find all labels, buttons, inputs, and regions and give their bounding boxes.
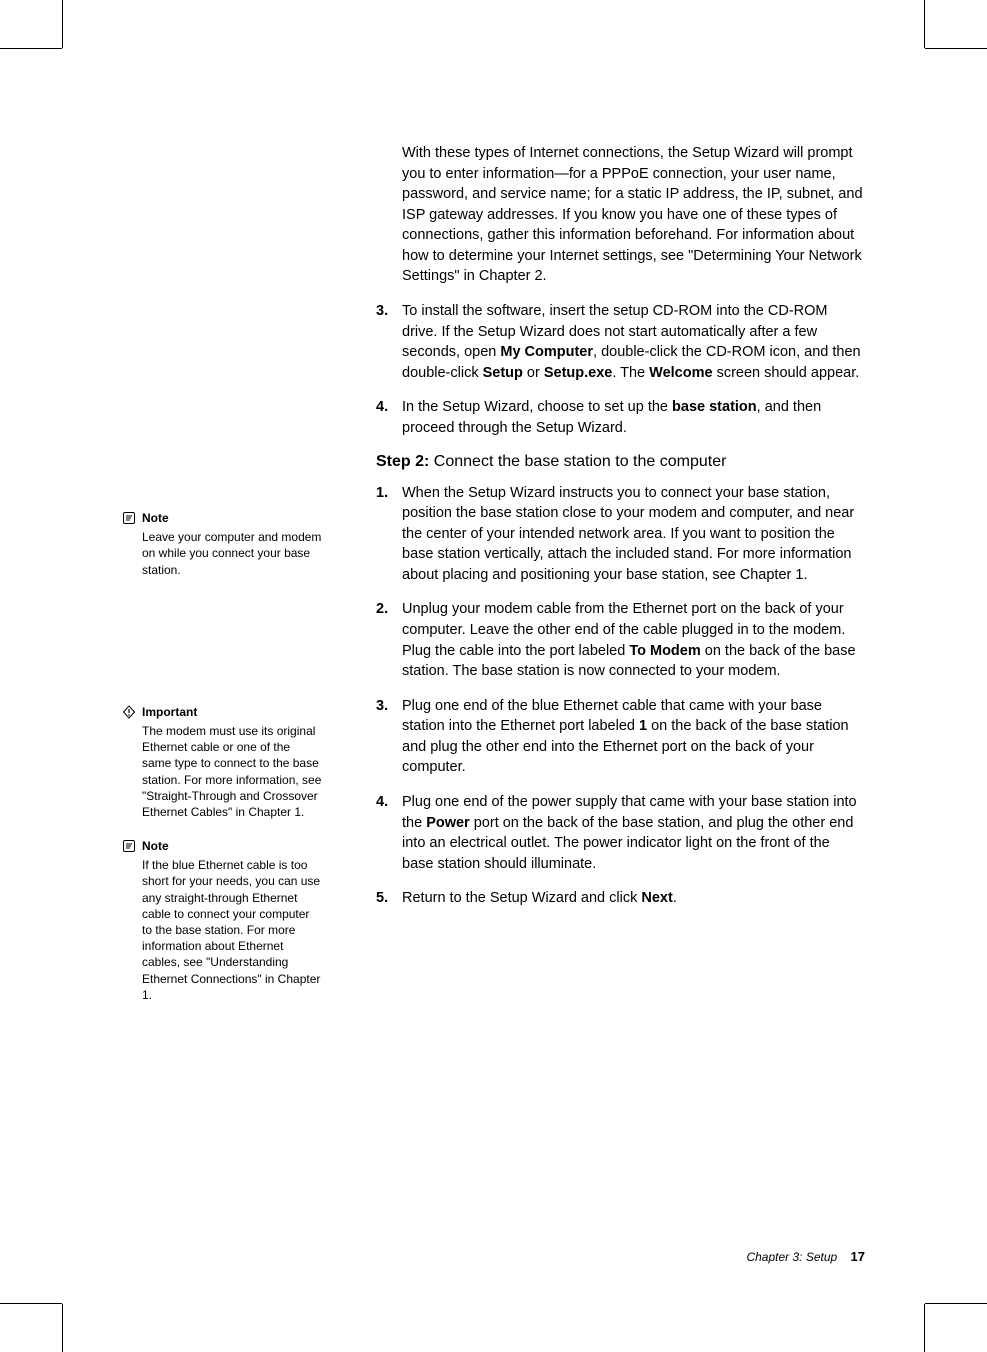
callout-body: The modem must use its original Ethernet… bbox=[122, 723, 322, 820]
list-item: 3. To install the software, insert the s… bbox=[350, 301, 865, 383]
crop-mark bbox=[62, 1304, 63, 1352]
page-footer: Chapter 3: Setup 17 bbox=[746, 1249, 865, 1264]
callout-header: Note bbox=[122, 838, 322, 854]
body-paragraph: With these types of Internet connections… bbox=[350, 143, 865, 287]
sidebar: Note Leave your computer and modem on wh… bbox=[122, 143, 322, 1021]
crop-mark bbox=[925, 48, 987, 49]
bold-text: My Computer bbox=[500, 344, 593, 360]
bold-text: base station bbox=[672, 399, 757, 415]
callout-title: Note bbox=[142, 838, 169, 854]
list-number: 2. bbox=[376, 599, 394, 681]
text: or bbox=[523, 365, 544, 381]
bold-text: To Modem bbox=[629, 643, 700, 659]
list-number: 4. bbox=[376, 792, 394, 874]
callout-title: Note bbox=[142, 510, 169, 526]
text: port on the back of the base station, an… bbox=[402, 815, 853, 872]
list-item: 2. Unplug your modem cable from the Ethe… bbox=[350, 599, 865, 681]
crop-mark bbox=[924, 0, 925, 48]
step-title: Connect the base station to the computer bbox=[429, 453, 726, 470]
list-item: 1. When the Setup Wizard instructs you t… bbox=[350, 483, 865, 586]
bold-text: Welcome bbox=[649, 365, 712, 381]
bold-text: Setup.exe bbox=[544, 365, 613, 381]
text: Return to the Setup Wizard and click bbox=[402, 890, 641, 906]
note-callout: Note If the blue Ethernet cable is too s… bbox=[122, 838, 322, 1003]
list-body: Plug one end of the blue Ethernet cable … bbox=[402, 696, 865, 778]
note-callout: Note Leave your computer and modem on wh… bbox=[122, 510, 322, 578]
crop-mark bbox=[62, 0, 63, 48]
important-icon bbox=[122, 705, 136, 719]
callout-body: If the blue Ethernet cable is too short … bbox=[122, 857, 322, 1003]
list-number: 5. bbox=[376, 888, 394, 909]
note-icon bbox=[122, 839, 136, 853]
list-number: 4. bbox=[376, 397, 394, 438]
two-column-layout: Note Leave your computer and modem on wh… bbox=[122, 143, 865, 1021]
text: . The bbox=[612, 365, 649, 381]
note-icon bbox=[122, 511, 136, 525]
list-item: 4. Plug one end of the power supply that… bbox=[350, 792, 865, 874]
crop-mark bbox=[925, 1303, 987, 1304]
page-content: Note Leave your computer and modem on wh… bbox=[62, 48, 925, 1304]
list-body: In the Setup Wizard, choose to set up th… bbox=[402, 397, 865, 438]
list-body: When the Setup Wizard instructs you to c… bbox=[402, 483, 865, 586]
callout-body: Leave your computer and modem on while y… bbox=[122, 529, 322, 578]
bold-text: Power bbox=[426, 815, 470, 831]
crop-mark bbox=[924, 1304, 925, 1352]
crop-mark bbox=[0, 1303, 62, 1304]
list-body: Return to the Setup Wizard and click Nex… bbox=[402, 888, 865, 909]
list-body: Plug one end of the power supply that ca… bbox=[402, 792, 865, 874]
page-number: 17 bbox=[851, 1249, 865, 1264]
callout-header: Important bbox=[122, 704, 322, 720]
list-number: 3. bbox=[376, 696, 394, 778]
callout-title: Important bbox=[142, 704, 197, 720]
list-item: 5. Return to the Setup Wizard and click … bbox=[350, 888, 865, 909]
callout-header: Note bbox=[122, 510, 322, 526]
list-body: Unplug your modem cable from the Etherne… bbox=[402, 599, 865, 681]
important-callout: Important The modem must use its origina… bbox=[122, 596, 322, 820]
bold-text: Next bbox=[641, 890, 672, 906]
step-label: Step 2: bbox=[376, 453, 429, 470]
chapter-label: Chapter 3: Setup bbox=[746, 1250, 837, 1264]
list-number: 1. bbox=[376, 483, 394, 586]
bold-text: Setup bbox=[483, 365, 523, 381]
text: . bbox=[673, 890, 677, 906]
step-heading: Step 2: Connect the base station to the … bbox=[350, 453, 865, 471]
text: In the Setup Wizard, choose to set up th… bbox=[402, 399, 672, 415]
crop-mark bbox=[0, 48, 62, 49]
list-item: 3. Plug one end of the blue Ethernet cab… bbox=[350, 696, 865, 778]
main-column: With these types of Internet connections… bbox=[350, 143, 865, 1021]
text: screen should appear. bbox=[713, 365, 860, 381]
list-item: 4. In the Setup Wizard, choose to set up… bbox=[350, 397, 865, 438]
list-number: 3. bbox=[376, 301, 394, 383]
list-body: To install the software, insert the setu… bbox=[402, 301, 865, 383]
bold-text: 1 bbox=[639, 718, 647, 734]
